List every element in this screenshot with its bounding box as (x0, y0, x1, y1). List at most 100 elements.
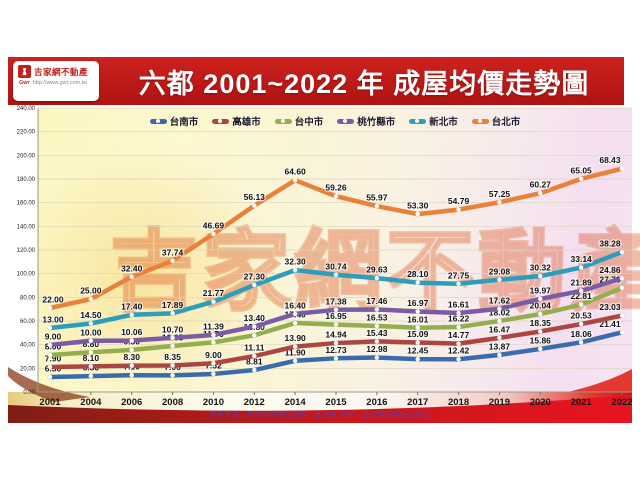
data-point (619, 285, 625, 291)
data-point-label: 32.40 (121, 263, 143, 273)
data-point-label: 55.97 (366, 193, 388, 203)
data-point-label: 57.25 (489, 189, 511, 199)
data-point-label: 20.53 (571, 311, 593, 321)
footer-source-text: 資料來源：內政部實價登錄網、吉家網 製表：吉家網不動產企研室 (209, 411, 431, 418)
data-point (170, 343, 175, 349)
data-point-label: 16.97 (407, 298, 429, 308)
data-point-label: 21.89 (571, 277, 593, 287)
data-point-label: 12.45 (407, 346, 429, 356)
header-bar: 吉家網不動產 Gwr http://www.gwr.com.tw 六都 2001… (8, 57, 624, 105)
data-point (88, 338, 94, 343)
data-point (170, 258, 175, 263)
data-point (252, 203, 257, 208)
data-point (333, 340, 339, 346)
legend-swatch-dot (155, 119, 160, 123)
brand-url: http://www.gwr.com.tw (32, 80, 88, 86)
data-point-label: 17.89 (162, 300, 184, 310)
legend-label: 桃竹縣市 (357, 117, 396, 128)
data-point (129, 312, 134, 317)
data-point-label: 65.05 (571, 165, 593, 175)
data-point-label: 30.32 (530, 263, 552, 273)
data-point-label: 68.43 (599, 155, 621, 165)
data-point (170, 363, 175, 368)
y-axis-tick-label: 60.00 (20, 319, 36, 325)
data-point-label: 13.40 (244, 313, 266, 323)
data-point (333, 356, 339, 361)
chart-legend: 台南市 高雄市 台中市 桃竹縣市 新北市 台北市 (38, 114, 632, 128)
data-point (415, 309, 420, 314)
legend-item-taichung: 台中市 (274, 114, 323, 128)
data-point (619, 313, 625, 318)
data-point (129, 274, 134, 279)
data-point (538, 273, 543, 279)
data-point-label: 16.40 (285, 300, 307, 310)
data-point (374, 355, 380, 360)
data-point (578, 340, 584, 345)
data-point (333, 307, 339, 313)
brand-row: 吉家網不動產 (18, 65, 95, 78)
data-point (252, 333, 257, 338)
legend-item-tainan: 台南市 (149, 114, 198, 128)
data-point (374, 339, 380, 344)
legend-label: 台北市 (491, 117, 521, 128)
data-point (538, 311, 543, 317)
data-point (47, 374, 53, 380)
legend-swatch-dot (415, 119, 420, 123)
data-point-label: 17.62 (489, 295, 511, 305)
data-point (578, 288, 584, 294)
data-point-label: 13.00 (42, 315, 64, 325)
data-point-label: 59.26 (325, 183, 347, 193)
band-right-corner (568, 369, 632, 392)
data-point-label: 19.97 (530, 285, 552, 295)
data-point-label: 24.86 (599, 265, 621, 275)
data-point (497, 200, 502, 205)
legend-item-taipei: 台北市 (471, 114, 521, 128)
x-axis-tick-label: 2017 (407, 397, 428, 408)
data-point (415, 211, 420, 217)
chart-canvas: 240.00 220.00 200.00 180.00 160.00 140.00 120.… (17, 106, 632, 408)
data-point-label: 15.43 (366, 328, 388, 338)
data-point (497, 306, 502, 311)
data-point (129, 373, 134, 378)
data-point-label: 14.94 (325, 330, 347, 340)
data-point (415, 325, 420, 330)
data-point (333, 272, 339, 277)
y-axis-tick-label: 20.00 (20, 366, 36, 372)
x-axis-tick-label: 2018 (448, 397, 469, 408)
data-point-label: 30.74 (325, 261, 347, 271)
data-point-label: 12.42 (448, 346, 470, 356)
data-point-label: 64.60 (285, 167, 307, 177)
data-point (497, 352, 502, 358)
data-point (578, 321, 584, 327)
y-axis-tick-label: 80.00 (20, 295, 36, 301)
data-point (292, 267, 298, 273)
data-point (333, 194, 339, 199)
data-point (374, 203, 380, 209)
data-point (456, 310, 461, 316)
y-axis-tick-label: 0.00 (23, 390, 35, 396)
data-point (292, 178, 298, 183)
data-point (578, 302, 584, 307)
x-axis-tick-label: 2019 (489, 397, 510, 408)
data-point (619, 249, 625, 255)
data-point-label: 21.77 (203, 288, 225, 298)
data-point (292, 311, 298, 317)
data-point (619, 276, 625, 281)
data-point-label: 18.35 (530, 318, 552, 328)
data-point (374, 275, 380, 281)
x-axis-tick-label: 2008 (162, 397, 183, 408)
x-axis-tick-label: 2020 (530, 397, 551, 408)
data-point-label: 23.03 (599, 302, 621, 312)
data-point-label: 9.00 (45, 332, 62, 342)
data-point-label: 8.30 (123, 352, 140, 362)
x-axis-tick-label: 2016 (366, 397, 387, 408)
data-point (374, 323, 380, 329)
legend-item-taoyuan-hsinchu: 桃竹縣市 (337, 114, 395, 128)
gwr-logo-glyph (22, 67, 27, 76)
data-point (538, 346, 543, 352)
data-point (292, 358, 298, 363)
y-axis-tick-label: 40.00 (20, 343, 36, 349)
y-axis-tick-label: 140.00 (17, 224, 36, 230)
data-point (88, 373, 94, 379)
data-point (456, 207, 461, 212)
